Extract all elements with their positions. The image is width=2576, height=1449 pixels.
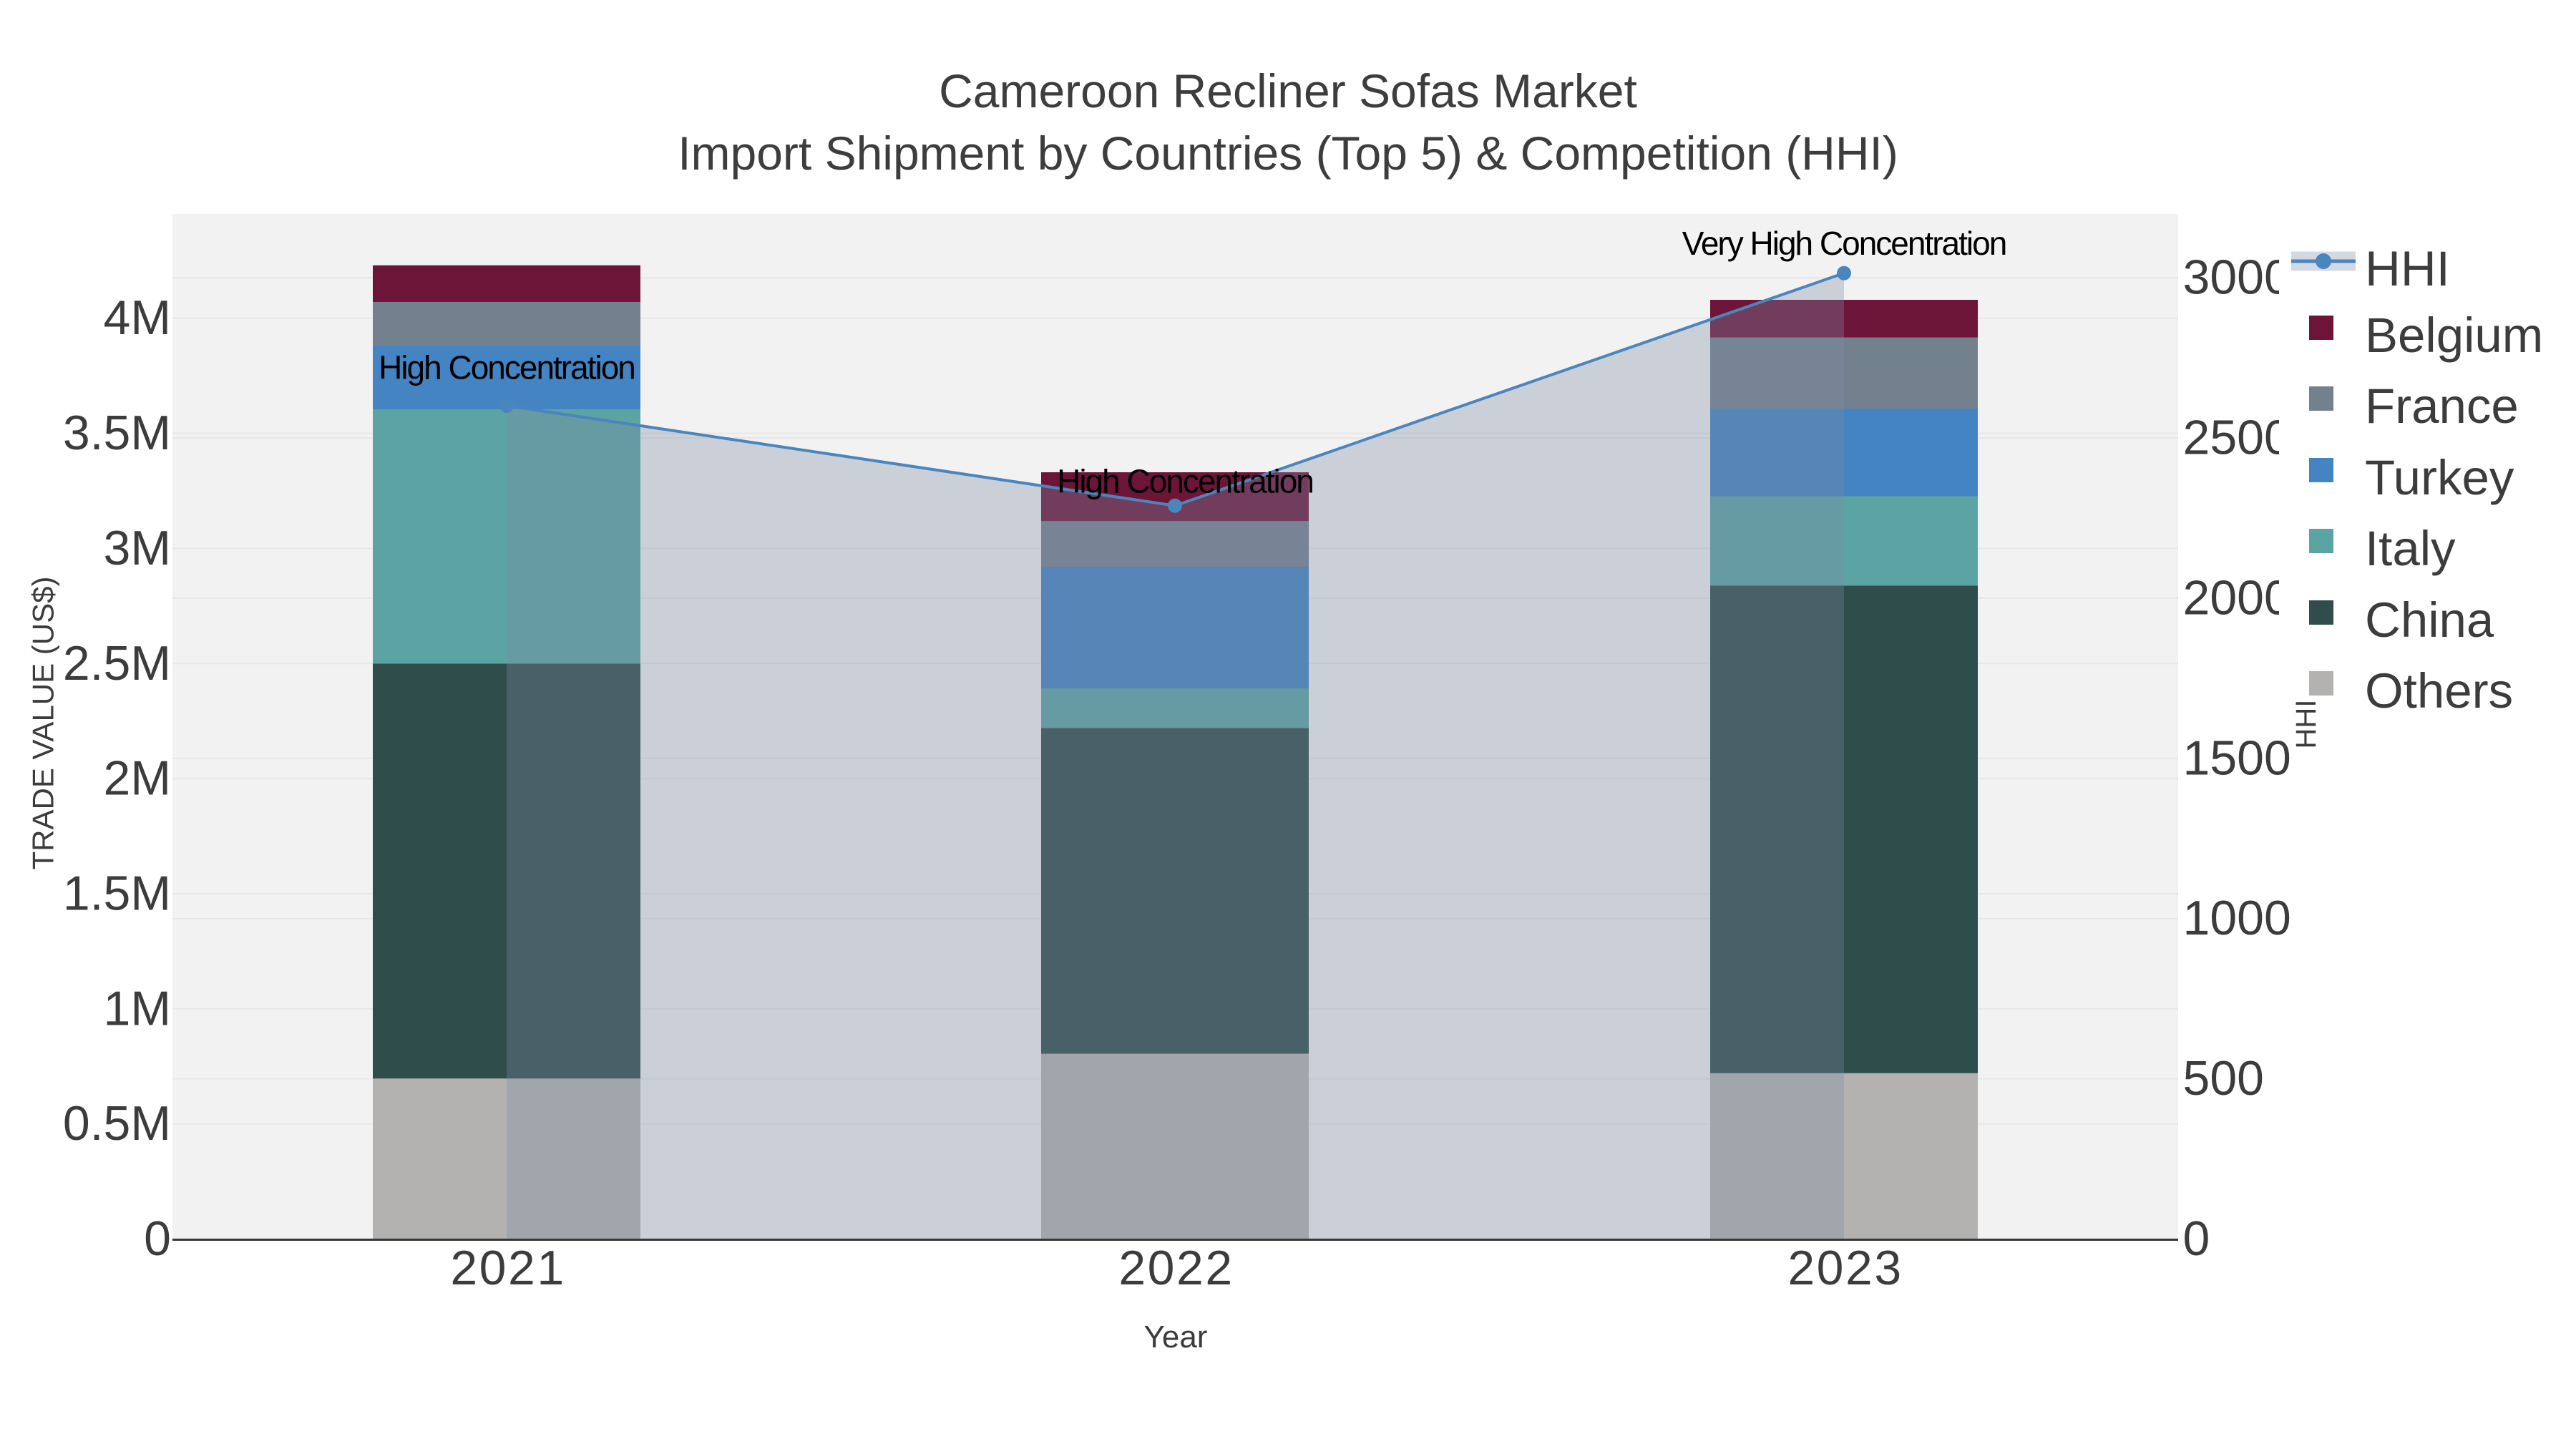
svg-text:1.5M: 1.5M	[63, 867, 171, 921]
svg-text:500: 500	[2183, 1051, 2264, 1106]
svg-text:Cameroon Recliner Sofas Market: Cameroon Recliner Sofas Market	[939, 64, 1637, 117]
svg-text:0: 0	[2183, 1211, 2210, 1266]
svg-text:2022: 2022	[1118, 1241, 1234, 1295]
svg-text:2.5M: 2.5M	[63, 636, 171, 691]
svg-text:3000: 3000	[2183, 250, 2291, 305]
svg-text:0: 0	[144, 1211, 171, 1266]
svg-text:4M: 4M	[104, 291, 171, 345]
svg-text:3M: 3M	[104, 521, 171, 575]
svg-text:2023: 2023	[1787, 1241, 1903, 1295]
svg-text:High Concentration: High Concentration	[379, 349, 635, 386]
svg-text:2M: 2M	[104, 751, 171, 806]
svg-text:2021: 2021	[450, 1241, 565, 1295]
svg-text:Others: Others	[2365, 663, 2513, 718]
svg-text:HHI: HHI	[2365, 241, 2450, 296]
svg-text:2500: 2500	[2183, 411, 2291, 465]
svg-text:China: China	[2365, 592, 2494, 648]
svg-text:TRADE VALUE (US$): TRADE VALUE (US$)	[26, 577, 60, 870]
svg-text:Year: Year	[1144, 1319, 1208, 1355]
svg-text:Very High Concentration: Very High Concentration	[1682, 225, 2006, 262]
svg-text:0.5M: 0.5M	[63, 1096, 171, 1151]
svg-text:Italy: Italy	[2365, 521, 2456, 576]
svg-text:3.5M: 3.5M	[63, 406, 171, 460]
svg-text:Turkey: Turkey	[2365, 450, 2514, 505]
svg-text:Belgium: Belgium	[2365, 308, 2543, 363]
svg-text:High Concentration: High Concentration	[1057, 463, 1313, 500]
svg-text:HHI: HHI	[2290, 700, 2322, 749]
svg-text:2000: 2000	[2183, 570, 2291, 625]
svg-text:1000: 1000	[2183, 891, 2291, 945]
svg-text:Import Shipment by Countries (: Import Shipment by Countries (Top 5) & C…	[678, 127, 1898, 180]
svg-text:France: France	[2365, 379, 2519, 434]
svg-text:1500: 1500	[2183, 731, 2291, 785]
svg-text:1M: 1M	[104, 981, 171, 1035]
